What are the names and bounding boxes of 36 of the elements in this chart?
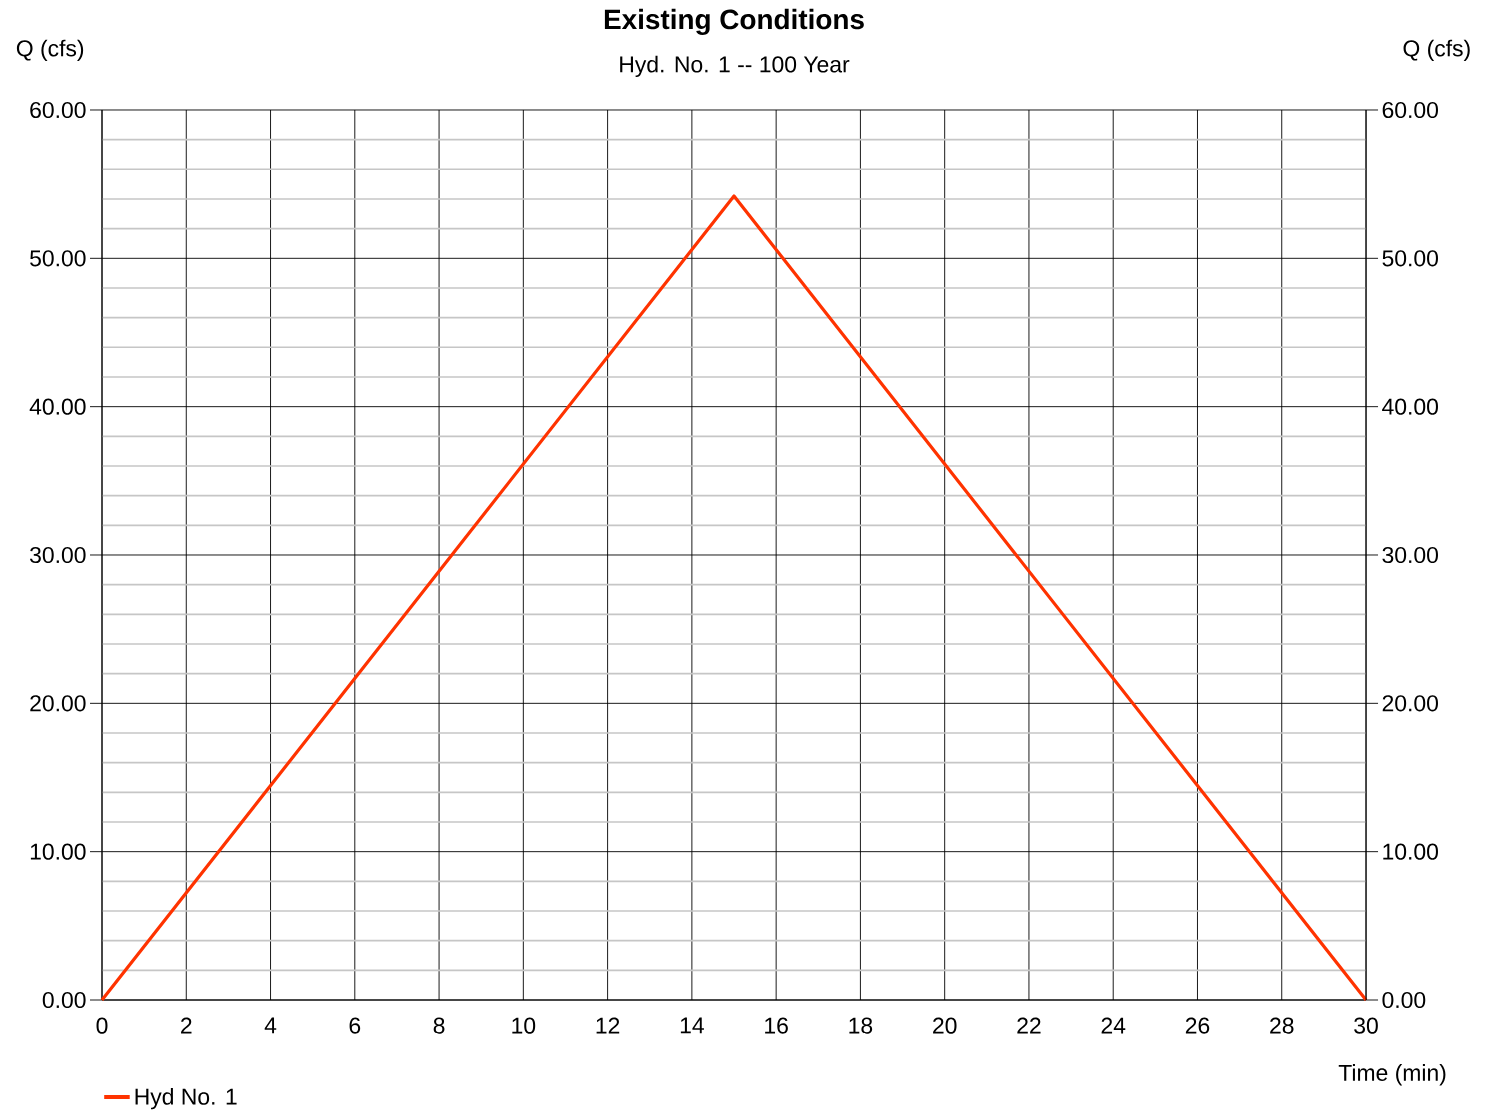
y2-tick-label: 60.00 [1382, 101, 1438, 119]
chart-title: Existing Conditions [604, 8, 864, 35]
y2-tick-label: 50.00 [1382, 250, 1438, 267]
y2-tick-label: 0.00 [1382, 991, 1426, 1009]
y-tick-label: 20.00 [30, 695, 86, 712]
x-axis-title: Time (min) [1338, 1064, 1446, 1086]
x-tick-label: 12 [596, 1017, 620, 1034]
x-tick-label: 20 [933, 1017, 957, 1034]
y-tick-label: 60.00 [30, 101, 86, 119]
y2-tick-label: 20.00 [1382, 695, 1438, 712]
x-tick-label: 10 [512, 1017, 536, 1034]
y-tick-label: 0.00 [42, 991, 86, 1009]
y2-tick-label: 10.00 [1383, 843, 1438, 860]
y2-axis-title: Q (cfs) [1403, 39, 1470, 62]
x-tick-label: 2 [181, 1017, 192, 1034]
x-tick-label: 28 [1270, 1017, 1294, 1034]
x-tick-label: 0 [96, 1017, 108, 1034]
chart-subtitle: Hyd. No. 1 -- 100 Year [620, 55, 850, 78]
y-axis-title: Q (cfs) [16, 39, 84, 62]
x-tick-label: 16 [765, 1017, 788, 1034]
x-tick-label: 26 [1185, 1017, 1210, 1034]
x-tick-label: 4 [264, 1017, 277, 1034]
legend-label: Hyd No. 1 [135, 1087, 237, 1110]
y2-tick-label: 40.00 [1382, 398, 1438, 415]
y-tick-label: 30.00 [30, 546, 86, 564]
x-tick-label: 22 [1017, 1017, 1041, 1034]
x-tick-label: 6 [349, 1017, 361, 1034]
x-tick-label: 30 [1354, 1017, 1378, 1034]
x-tick-label: 24 [1101, 1017, 1126, 1034]
y-tick-label: 40.00 [29, 398, 86, 415]
x-tick-label: 18 [849, 1017, 873, 1034]
y-tick-label: 50.00 [30, 250, 86, 267]
y2-tick-label: 30.00 [1382, 546, 1438, 564]
x-tick-label: 14 [680, 1017, 704, 1034]
y-tick-label: 10.00 [30, 843, 86, 860]
x-tick-label: 8 [433, 1017, 445, 1034]
